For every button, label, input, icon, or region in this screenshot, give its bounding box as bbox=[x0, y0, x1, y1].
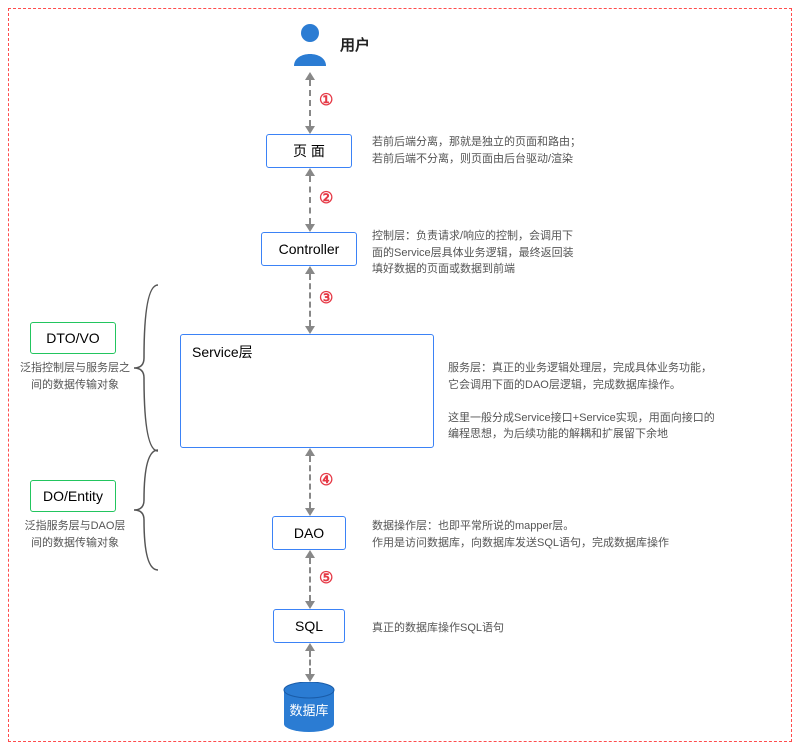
dto-vo-label: DTO/VO bbox=[46, 330, 99, 346]
arrow-line bbox=[309, 456, 311, 508]
arrowhead-down-icon bbox=[305, 601, 315, 609]
dto-vo-desc: 泛指控制层与服务层之间的数据传输对象 bbox=[10, 360, 140, 393]
do-entity-label: DO/Entity bbox=[43, 488, 103, 504]
user-icon bbox=[292, 22, 328, 71]
arrowhead-up-icon bbox=[305, 266, 315, 274]
do-entity-desc: 泛指服务层与DAO层间的数据传输对象 bbox=[10, 518, 140, 551]
dto-vo-brace bbox=[130, 283, 160, 453]
arrow-line bbox=[309, 80, 311, 126]
page-box: 页 面 bbox=[266, 134, 352, 168]
dao-desc: 数据操作层：也即平常所说的mapper层。作用是访问数据库，向数据库发送SQL语… bbox=[372, 518, 669, 551]
sql-desc: 真正的数据库操作SQL语句 bbox=[372, 620, 504, 637]
database-label: 数据库 bbox=[280, 700, 338, 719]
arrowhead-down-icon bbox=[305, 224, 315, 232]
step-number: ④ bbox=[319, 470, 333, 490]
step-number: ③ bbox=[319, 288, 333, 308]
arrowhead-up-icon bbox=[305, 550, 315, 558]
controller-box: Controller bbox=[261, 232, 357, 266]
arrow-line bbox=[309, 558, 311, 601]
arrowhead-up-icon bbox=[305, 168, 315, 176]
arrow-line bbox=[309, 651, 311, 674]
dao-box: DAO bbox=[272, 516, 346, 550]
do-entity-box: DO/Entity bbox=[30, 480, 116, 512]
arrowhead-down-icon bbox=[305, 508, 315, 516]
controller-desc: 控制层：负责请求/响应的控制，会调用下面的Service层具体业务逻辑，最终返回… bbox=[372, 228, 574, 278]
arrowhead-down-icon bbox=[305, 326, 315, 334]
arrowhead-down-icon bbox=[305, 126, 315, 134]
step-number: ① bbox=[319, 90, 333, 110]
do-entity-brace bbox=[130, 448, 160, 572]
user-label: 用户 bbox=[340, 34, 370, 55]
arrow-line bbox=[309, 274, 311, 326]
arrow-line bbox=[309, 176, 311, 224]
page-desc: 若前后端分离，那就是独立的页面和路由；若前后端不分离，则页面由后台驱动/渲染 bbox=[372, 134, 581, 167]
arrowhead-up-icon bbox=[305, 448, 315, 456]
service-desc: 服务层：真正的业务逻辑处理层，完成具体业务功能，它会调用下面的DAO层逻辑，完成… bbox=[448, 360, 715, 443]
dto-vo-box: DTO/VO bbox=[30, 322, 116, 354]
arrowhead-up-icon bbox=[305, 72, 315, 80]
step-number: ⑤ bbox=[319, 568, 333, 588]
sql-box: SQL bbox=[273, 609, 345, 643]
arrowhead-down-icon bbox=[305, 674, 315, 682]
arrowhead-up-icon bbox=[305, 643, 315, 651]
service-layer-title: Service层 bbox=[192, 342, 253, 362]
diagram-canvas: 用户 DTO/VO 泛指控制层与服务层之间的数据传输对象 DO/Entity 泛… bbox=[0, 0, 800, 750]
step-number: ② bbox=[319, 188, 333, 208]
